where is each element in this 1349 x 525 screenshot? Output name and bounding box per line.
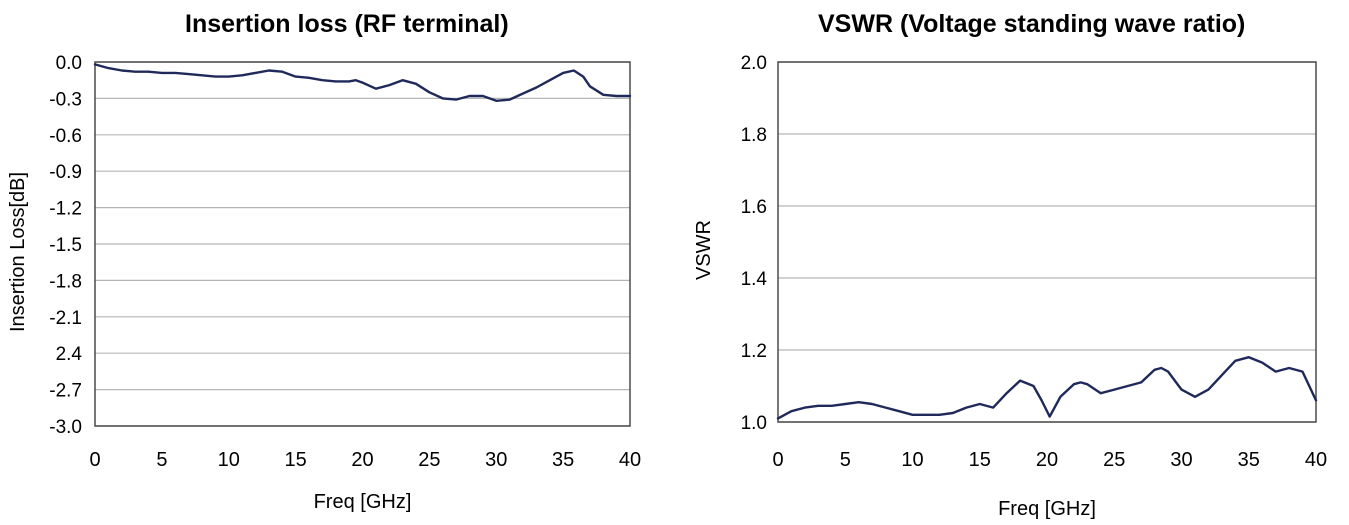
insertion-loss-x-tick-label: 10 [218,449,240,471]
insertion-loss-series-line [93,63,632,103]
insertion-loss-x-tick-label: 20 [351,449,373,471]
vswr-x-axis-label: Freq [GHz] [998,498,1096,520]
insertion-loss-y-tick-label: -1.2 [49,199,82,220]
vswr-chart: 1.0 1.2 1.4 1.6 1.8 2.0 0 5 10 15 20 25 30 35 40 Freq [… [693,53,1327,520]
vswr-series-line [776,356,1318,420]
chart-title-insertion-loss: Insertion loss (RF terminal) [185,10,509,38]
vswr-x-tick-label: 20 [1036,449,1058,471]
insertion-loss-x-tick-label: 15 [285,449,307,471]
insertion-loss-y-tick-label: 0.0 [56,53,82,74]
vswr-x-tick-label: 35 [1238,449,1260,471]
vswr-y-tick-label: 1.6 [741,197,767,218]
vswr-x-tick-label: 30 [1170,449,1192,471]
insertion-loss-x-tick-label: 0 [89,449,100,471]
insertion-loss-x-tick-label: 30 [485,449,507,471]
vswr-x-tick-label: 5 [840,449,851,471]
vswr-y-tick-label: 1.4 [741,269,768,290]
insertion-loss-y-tick-label: -0.9 [49,162,82,183]
insertion-loss-y-tick-label: -1.5 [49,235,82,256]
vswr-y-tick-label: 2.0 [741,53,767,74]
vswr-x-tick-label: 10 [901,449,923,471]
insertion-loss-y-axis-label: Insertion Loss[dB] [7,172,29,332]
insertion-loss-y-tick-label: -1.8 [49,271,82,292]
insertion-loss-y-tick-label: -2.1 [49,308,82,329]
vswr-y-axis-label: VSWR [693,220,715,280]
vswr-plot-area [777,61,1317,423]
vswr-y-tick-label: 1.8 [741,125,767,146]
vswr-x-tick-label: 25 [1103,449,1125,471]
vswr-y-tick-label: 1.0 [741,413,767,434]
insertion-loss-y-tick-label: -0.3 [49,89,82,110]
insertion-loss-y-tick-label: -0.6 [49,126,82,147]
insertion-loss-x-tick-label: 40 [619,449,641,471]
insertion-loss-y-tick-label: 2.4 [56,344,83,365]
insertion-loss-x-tick-label: 5 [156,449,167,471]
insertion-loss-x-axis-label: Freq [GHz] [314,491,412,513]
insertion-loss-y-tick-label: -2.7 [49,381,82,402]
chart-title-vswr: VSWR (Voltage standing wave ratio) [818,10,1246,38]
insertion-loss-plot-area [94,61,631,427]
vswr-x-tick-label: 40 [1305,449,1327,471]
vswr-x-tick-label: 0 [772,449,783,471]
insertion-loss-chart: 0.0 -0.3 -0.6 -0.9 -1.2 -1.5 -1.8 -2.1 2.4 -2.7 -3… [7,53,641,513]
insertion-loss-x-tick-label: 35 [552,449,574,471]
insertion-loss-y-tick-label: -3.0 [49,417,82,438]
vswr-y-tick-label: 1.2 [741,341,767,362]
vswr-x-tick-label: 15 [969,449,991,471]
insertion-loss-x-tick-label: 25 [418,449,440,471]
